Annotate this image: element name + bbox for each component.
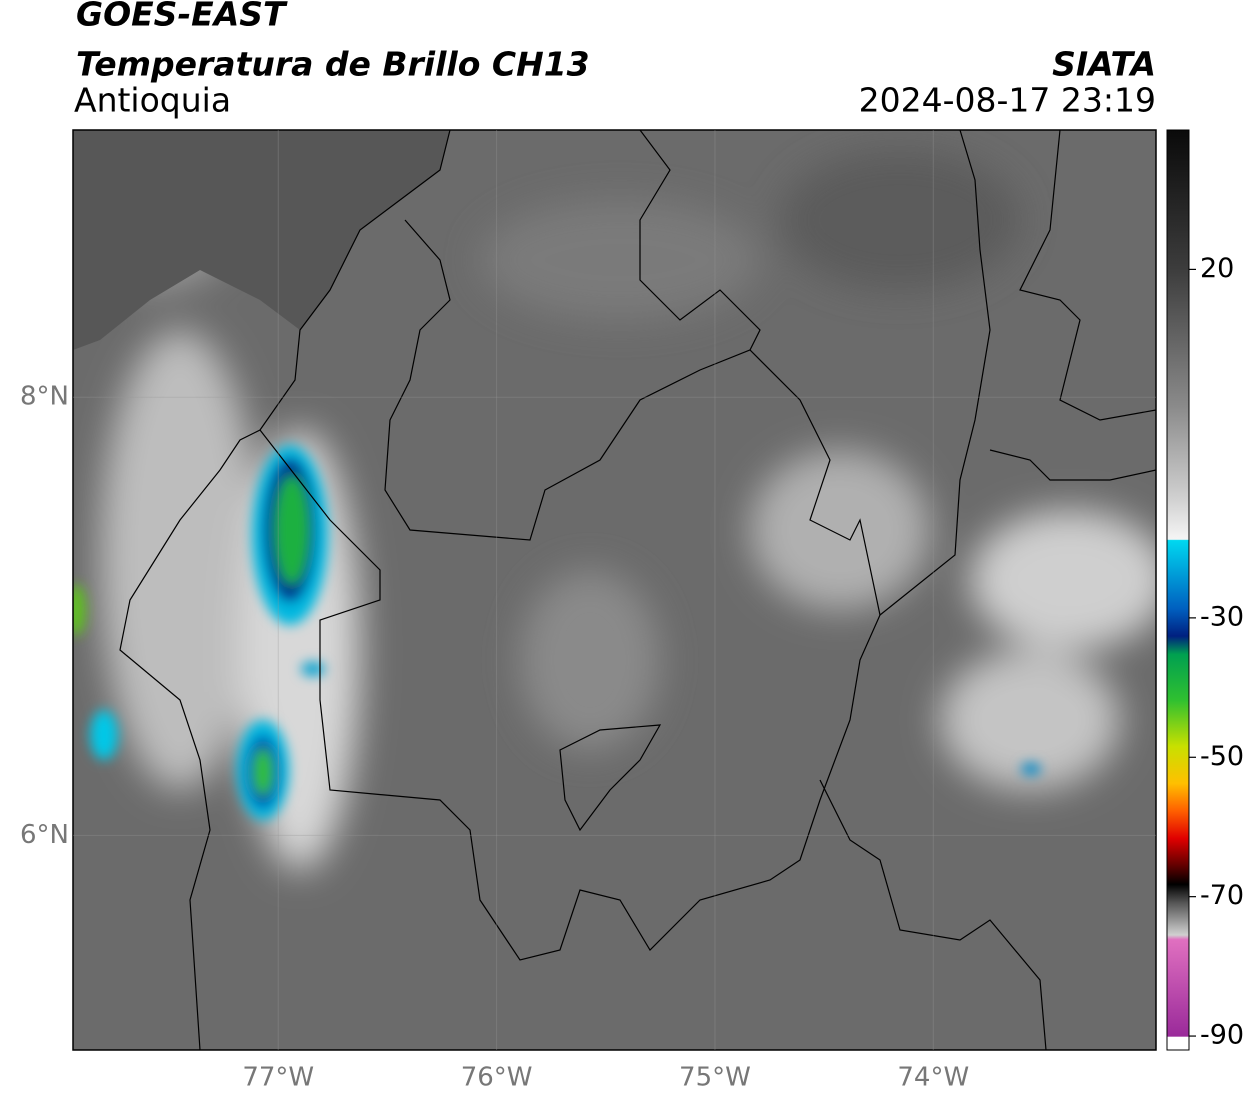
region: Antioquia xyxy=(74,81,231,120)
colorbar xyxy=(1166,129,1190,1051)
y-tick-label: 8°N xyxy=(20,382,69,412)
satellite-image xyxy=(73,130,1156,1050)
x-tick-label: 75°W xyxy=(679,1063,751,1093)
y-tick-label: 6°N xyxy=(20,820,69,850)
organization: SIATA xyxy=(1052,45,1156,84)
colorbar-tick-label: -90 xyxy=(1200,1020,1244,1051)
colorbar-tick-label: -50 xyxy=(1200,741,1244,772)
colorbar-tick-label: -70 xyxy=(1200,880,1244,911)
colorbar-tick-label: -30 xyxy=(1200,601,1244,632)
x-tick-label: 74°W xyxy=(897,1063,969,1093)
title: GOES-EAST xyxy=(76,0,288,34)
x-tick-label: 77°W xyxy=(242,1063,314,1093)
subtitle: Temperatura de Brillo CH13 xyxy=(76,45,590,84)
x-tick-label: 76°W xyxy=(461,1063,533,1093)
datetime: 2024-08-17 23:19 xyxy=(859,81,1156,120)
map-frame xyxy=(72,129,1157,1051)
colorbar-tick-label: 20 xyxy=(1200,253,1234,284)
